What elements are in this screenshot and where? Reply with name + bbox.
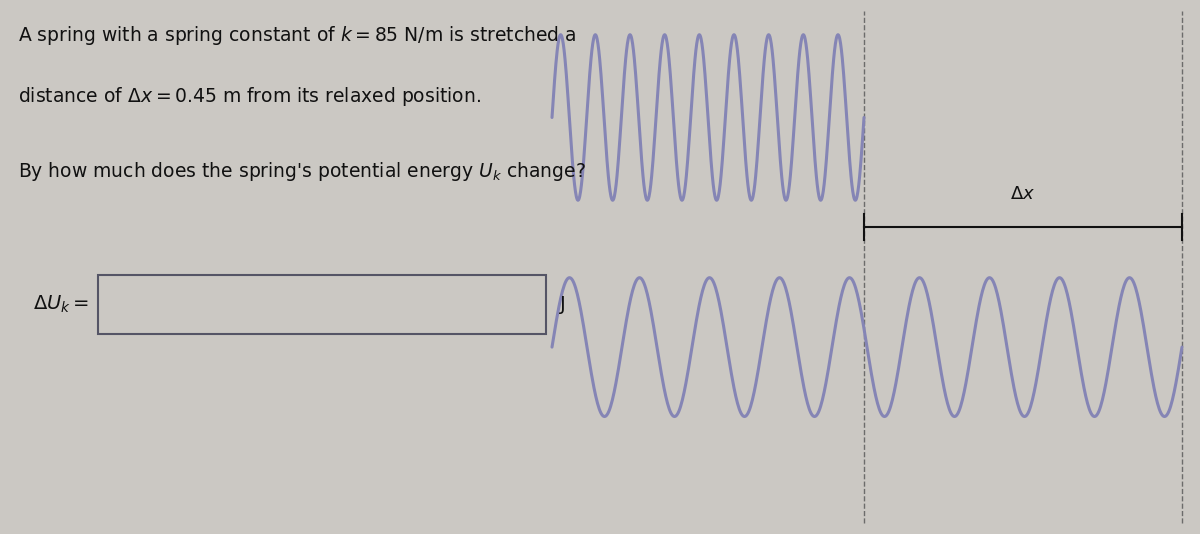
Text: $\Delta U_k =$: $\Delta U_k =$ [32, 294, 89, 315]
Bar [98, 275, 546, 334]
Text: distance of $\Delta x = 0.45$ m from its relaxed position.: distance of $\Delta x = 0.45$ m from its… [18, 85, 481, 108]
Text: By how much does the spring's potential energy $U_k$ change?: By how much does the spring's potential … [18, 160, 586, 183]
Text: J: J [560, 295, 566, 314]
Text: A spring with a spring constant of $k = 85$ N/m is stretched a: A spring with a spring constant of $k = … [18, 24, 576, 47]
Text: $\Delta x$: $\Delta x$ [1010, 185, 1036, 203]
